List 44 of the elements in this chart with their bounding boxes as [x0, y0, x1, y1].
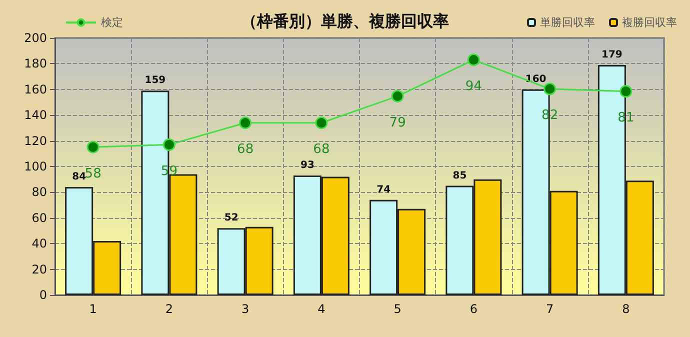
- point: [467, 54, 480, 66]
- data-label: 179: [602, 49, 622, 60]
- point: [239, 116, 252, 130]
- legend-label: 複勝回収率: [622, 16, 677, 29]
- point: [544, 82, 556, 96]
- point: [162, 138, 176, 151]
- y-tick-label: 80: [32, 185, 47, 200]
- legend-label: 検定: [101, 16, 123, 29]
- x-tick-label: 1: [89, 302, 97, 316]
- data-label: 79: [389, 115, 406, 130]
- x-tick-label: 7: [546, 302, 554, 316]
- chart-title: （枠番別）単勝、複勝回収率: [241, 12, 449, 30]
- data-label: 52: [224, 212, 238, 224]
- data-label: 74: [376, 184, 391, 196]
- point: [86, 140, 100, 154]
- point: [620, 85, 632, 98]
- y-tick-label: 160: [24, 82, 47, 96]
- point: [391, 90, 404, 102]
- y-tick-label: 180: [24, 56, 47, 71]
- data-label: 159: [144, 75, 166, 86]
- data-label: 94: [465, 79, 482, 94]
- y-tick-label: 100: [24, 160, 47, 174]
- data-label: 160: [525, 74, 546, 85]
- point: [315, 116, 328, 130]
- data-label: 93: [300, 160, 314, 171]
- x-tick-label: 5: [394, 302, 402, 316]
- y-tick-label: 60: [32, 210, 47, 225]
- data-label: 68: [313, 142, 330, 158]
- x-tick-label: 4: [318, 302, 326, 316]
- y-tick-label: 20: [32, 262, 47, 276]
- data-label: 85: [452, 170, 467, 182]
- legend-label: 単勝回収率: [540, 16, 595, 29]
- y-tick-label: 40: [32, 236, 47, 251]
- x-tick-label: 3: [241, 302, 250, 316]
- y-tick-label: 200: [24, 31, 47, 45]
- data-label: 84: [72, 172, 86, 183]
- x-tick-label: 2: [165, 302, 174, 316]
- x-tick-label: 6: [470, 302, 478, 316]
- y-tick-label: 0: [39, 288, 47, 302]
- x-tick-label: 8: [622, 302, 630, 316]
- data-label: 58: [84, 166, 102, 182]
- data-label: 68: [237, 142, 254, 158]
- y-tick-label: 140: [24, 108, 47, 122]
- y-tick-label: 120: [24, 134, 47, 148]
